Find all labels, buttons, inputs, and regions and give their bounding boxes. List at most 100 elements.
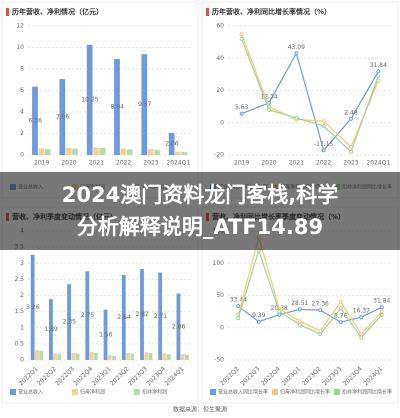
line xyxy=(241,51,379,152)
banner-line: 2024澳门资料龙门客栈,科学 xyxy=(61,183,339,207)
y-tick-label: 1.5 xyxy=(14,308,24,315)
point xyxy=(297,319,302,324)
point xyxy=(294,51,299,56)
y-tick-label: 3 xyxy=(20,260,24,267)
chart-title: 历年营收、净利同比增长率情况（%） xyxy=(212,7,331,16)
bar xyxy=(39,350,44,360)
line xyxy=(241,33,379,148)
y-tick-label: 0 xyxy=(220,324,224,331)
point xyxy=(297,307,302,312)
point xyxy=(239,36,244,41)
data-label: 8.94 xyxy=(111,103,125,110)
data-label: 5.63 xyxy=(235,104,249,111)
point xyxy=(239,111,244,116)
x-tick-label: 2022 xyxy=(316,160,331,167)
data-label: 3.26 xyxy=(26,304,40,311)
bar xyxy=(180,354,185,360)
point xyxy=(379,312,384,317)
footer: 数据来源：恒生聚源 xyxy=(173,406,227,414)
y-tick-label: -20 xyxy=(214,152,224,159)
panel xyxy=(1,1,199,199)
bar xyxy=(141,54,148,155)
bar xyxy=(158,272,163,360)
bar xyxy=(93,147,99,155)
bar xyxy=(144,352,149,360)
bar xyxy=(112,355,116,360)
data-label: 16.37 xyxy=(353,308,370,315)
x-tick-label: 2021 xyxy=(289,160,304,167)
bar xyxy=(140,269,144,360)
point xyxy=(338,306,343,311)
point xyxy=(321,119,326,124)
bar xyxy=(176,293,181,360)
x-tick-label: 2024Q1 xyxy=(366,160,390,167)
legend-label: 营业总收入 xyxy=(18,389,43,396)
data-label: 33.44 xyxy=(230,297,247,304)
bar xyxy=(67,284,72,360)
x-tick-label: 2019 xyxy=(34,160,49,167)
y-tick-label: -50 xyxy=(214,357,224,364)
line xyxy=(237,305,383,323)
bar xyxy=(114,58,120,155)
data-label: 9.39 xyxy=(252,312,266,319)
line xyxy=(237,248,383,339)
y-tick-label: 0 xyxy=(220,119,224,126)
bar xyxy=(121,274,126,360)
y-tick-label: 40 xyxy=(216,55,224,62)
y-tick-label: 60 xyxy=(216,23,224,30)
bar xyxy=(175,151,181,155)
x-tick-label: 2019 xyxy=(234,160,249,167)
data-label: -17.15 xyxy=(314,141,334,148)
data-label: 2.71 xyxy=(154,313,168,320)
bar xyxy=(53,353,58,360)
y-tick-label: 0 xyxy=(20,357,24,364)
point xyxy=(277,309,282,314)
legend-swatch xyxy=(134,389,140,395)
banner: 2024澳门资料龙门客栈,科学 分析解释说明_ATF14.89 xyxy=(0,172,400,250)
data-label: 1.89 xyxy=(44,326,58,333)
legend-swatch xyxy=(334,389,340,395)
bar xyxy=(57,354,62,360)
bar xyxy=(126,149,133,155)
data-label: 9.37 xyxy=(138,101,152,108)
y-tick-label: 12 xyxy=(16,23,24,30)
x-tick-label: 2024Q1 xyxy=(166,160,190,167)
point xyxy=(321,148,326,153)
bar xyxy=(99,148,106,155)
point xyxy=(359,335,364,340)
title-icon xyxy=(6,8,9,16)
bar xyxy=(162,353,167,360)
y-tick-label: 0.5 xyxy=(14,340,24,347)
legend-label: 营业总收入同比增长率 xyxy=(218,389,268,396)
point xyxy=(349,116,353,121)
data-label: 43.09 xyxy=(288,44,305,51)
bar xyxy=(59,79,66,155)
data-label: 7.06 xyxy=(56,114,70,121)
bar xyxy=(75,353,80,360)
bar xyxy=(148,352,153,360)
data-label: 2.48 xyxy=(344,109,358,116)
point xyxy=(376,73,381,78)
point xyxy=(318,308,323,313)
bar xyxy=(30,254,35,360)
data-label: 28.51 xyxy=(291,300,308,307)
bar xyxy=(107,355,112,360)
bar xyxy=(44,149,51,155)
bar xyxy=(168,132,175,155)
data-label: 31.84 xyxy=(370,62,387,69)
title-icon xyxy=(206,8,209,16)
y-tick-label: 8 xyxy=(20,66,24,73)
point xyxy=(236,304,241,309)
point xyxy=(297,322,302,327)
panel xyxy=(201,1,399,199)
y-tick-label: 0 xyxy=(20,152,24,159)
y-tick-label: 6 xyxy=(20,87,24,94)
data-label: 2.06 xyxy=(165,140,179,147)
legend-label: 归母净利润 xyxy=(80,389,105,396)
bar xyxy=(166,354,171,360)
bar xyxy=(185,354,189,360)
data-label: 31.84 xyxy=(373,298,390,305)
point xyxy=(379,305,384,310)
x-tick-label: 2022 xyxy=(116,160,131,167)
